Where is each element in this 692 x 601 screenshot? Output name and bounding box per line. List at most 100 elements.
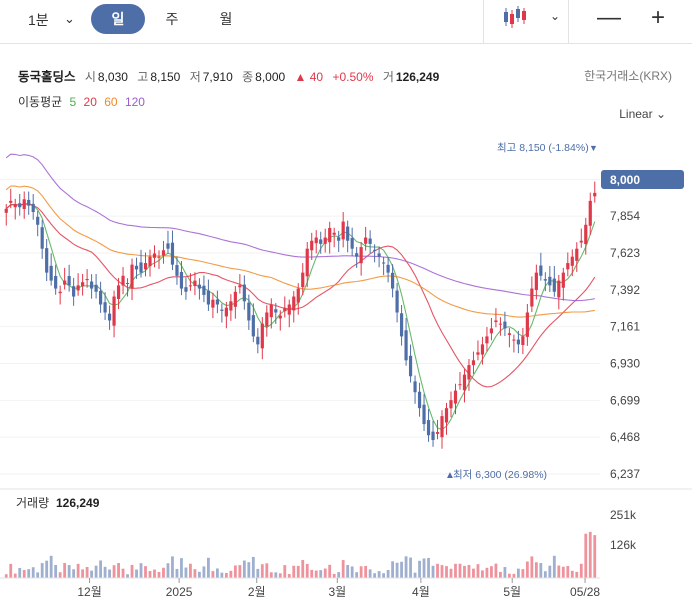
candle-body	[287, 304, 291, 315]
candle-body	[215, 299, 219, 305]
volume-bar	[148, 571, 152, 578]
volume-panel-value: 126,249	[56, 496, 100, 510]
volume-bar	[364, 565, 368, 578]
candle-body	[31, 203, 35, 213]
candle-body	[458, 384, 462, 386]
volume-bar	[171, 556, 174, 578]
chart-type-select[interactable]: ⌄	[483, 0, 569, 44]
candle-body	[516, 339, 520, 345]
volume-bar	[490, 566, 493, 578]
volume-bar	[485, 567, 489, 578]
volume-bar	[386, 570, 390, 578]
volume-bar	[575, 571, 579, 578]
volume-bar	[72, 569, 76, 578]
candle-body	[81, 282, 85, 287]
ma-line	[5, 185, 595, 318]
zoom-out-button[interactable]: —	[597, 4, 621, 31]
volume-bar	[516, 568, 520, 578]
close-value: 8,000	[255, 70, 286, 84]
candle-body	[346, 226, 350, 241]
volume-bar	[139, 563, 143, 578]
volume-bar	[328, 564, 332, 578]
change-percent: +0.50%	[332, 70, 374, 84]
ma-20: 20	[83, 95, 97, 109]
volume-bar	[238, 565, 242, 578]
candle-body	[305, 248, 309, 277]
candle-body	[399, 313, 404, 337]
candle-body	[507, 333, 511, 335]
candle-body	[184, 287, 188, 292]
volume-bar	[260, 564, 264, 578]
candle-body	[242, 284, 246, 302]
candle-body	[480, 344, 485, 355]
candle-body	[386, 264, 390, 273]
volume-bar	[157, 571, 161, 578]
candle-body	[206, 290, 211, 305]
scale-mode-select[interactable]: Linear ⌄	[619, 107, 666, 121]
volume-bar	[67, 565, 71, 578]
candle-body	[534, 272, 538, 290]
volume-bar	[319, 570, 323, 578]
volume-bar	[13, 573, 17, 578]
period-day-button[interactable]: 일	[91, 4, 145, 34]
x-tick-label: 2월	[248, 585, 266, 599]
zoom-in-button[interactable]: +	[650, 4, 665, 31]
volume-bar	[431, 565, 435, 578]
y-tick-label: 6,930	[610, 357, 640, 371]
candle-body	[40, 227, 44, 249]
candlestick-icon: ⌄	[504, 6, 560, 28]
volume-bar	[337, 572, 341, 578]
period-month-button[interactable]: 월	[219, 11, 233, 27]
last-price-tag	[601, 170, 684, 189]
candle-body	[435, 432, 440, 434]
volume-bar	[211, 571, 215, 578]
volume-bar	[9, 563, 13, 578]
volume-bar	[269, 572, 273, 578]
volume-bar	[283, 565, 287, 578]
candle-body	[292, 296, 296, 311]
candle-body	[462, 374, 467, 391]
change-value: ▲ 40	[294, 70, 324, 84]
volume-bar	[224, 572, 228, 578]
volume-bar	[112, 565, 116, 578]
volume-bar	[4, 574, 8, 578]
volume-bar	[242, 560, 246, 578]
price-chart[interactable]: 8,0857,8547,6237,3927,1616,9306,6996,468…	[0, 131, 692, 601]
volume-bar	[382, 573, 386, 578]
period-week-button[interactable]: 주	[165, 11, 179, 27]
candle-body	[166, 243, 170, 249]
chevron-down-icon[interactable]: ⌄	[64, 11, 75, 26]
volume-bar	[427, 557, 430, 578]
candle-body	[130, 264, 134, 289]
candle-body	[161, 250, 166, 256]
volume-bar	[220, 572, 224, 578]
candle-body	[467, 365, 471, 380]
candle-body	[355, 253, 359, 257]
candle-body	[328, 227, 332, 243]
volume-bar	[63, 563, 67, 578]
candle-body	[116, 285, 121, 299]
candle-body	[18, 203, 22, 208]
volume-bar	[278, 573, 282, 578]
candle-body	[557, 280, 561, 298]
candle-body	[426, 420, 431, 436]
candle-body	[238, 285, 242, 288]
candle-body	[332, 232, 336, 235]
volume-bar	[436, 563, 439, 578]
ma-line	[5, 203, 596, 388]
high-label: 고	[137, 70, 149, 84]
candle-body	[417, 391, 422, 409]
volume-bar	[49, 555, 53, 578]
volume-bar	[377, 571, 381, 578]
volume-bar	[359, 566, 363, 578]
last-price-label: 8,000	[610, 173, 640, 187]
volume-bar	[233, 565, 237, 578]
candle-body	[4, 208, 8, 213]
volume-bar	[126, 574, 129, 578]
volume-bar	[202, 566, 206, 578]
volume-bar	[584, 533, 588, 578]
volume-bar	[463, 565, 466, 578]
moving-average-legend: 이동평균 5 20 60 120	[18, 93, 145, 110]
timeframe-select[interactable]: 1분	[28, 12, 49, 28]
candle-body	[220, 309, 224, 311]
